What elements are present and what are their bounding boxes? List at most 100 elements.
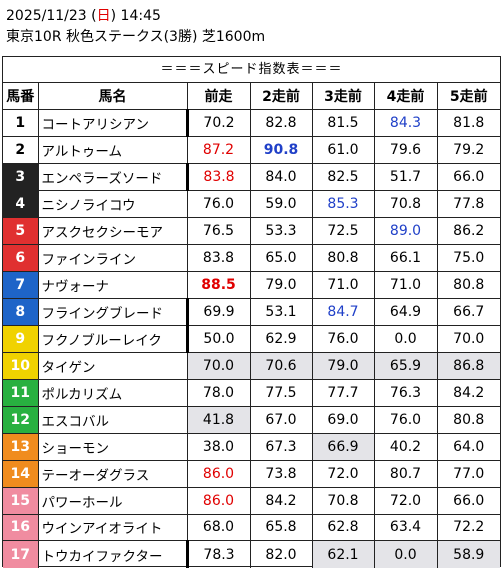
table-row: 3 エンペラーズソード 83.8 84.0 82.5 51.7 66.0 [3, 163, 500, 192]
race-day-of-week: 日 [96, 8, 111, 24]
horse-number: 16 [3, 513, 39, 542]
horse-name: コートアリシアン [37, 109, 189, 138]
speed-index-cell: 62.1 [311, 540, 375, 568]
speed-index-cell: 84.2 [436, 378, 500, 407]
speed-index-cell: 77.7 [311, 378, 375, 407]
col-header-last-race: 前走 [186, 83, 251, 111]
speed-index-cell: 84.7 [311, 298, 375, 326]
speed-index-cell: 64.0 [436, 432, 500, 461]
table-row: 15 パワーホール 86.0 84.2 70.8 72.0 66.0 [3, 486, 500, 515]
table-header-row: 馬番 馬名 前走 2走前 3走前 4走前 5走前 [3, 83, 500, 111]
speed-index-cell: 0.0 [373, 324, 438, 353]
speed-index-cell: 82.0 [249, 540, 313, 568]
speed-index-cell: 84.0 [249, 163, 313, 192]
speed-index-cell: 65.0 [249, 244, 313, 273]
speed-index-cell: 82.8 [249, 109, 313, 138]
table-row: 1 コートアリシアン 70.2 82.8 81.5 84.3 81.8 [3, 109, 500, 138]
speed-index-cell: 76.0 [311, 324, 375, 353]
horse-name: ファインライン [37, 244, 188, 273]
table-row: 4 ニシノライコウ 76.0 59.0 85.3 70.8 77.8 [3, 190, 500, 219]
speed-index-cell: 90.8 [249, 136, 313, 165]
speed-index-cell: 83.8 [186, 163, 251, 192]
horse-name: アスクセクシーモア [37, 217, 188, 246]
speed-index-cell: 86.0 [186, 459, 251, 488]
speed-index-cell: 78.3 [186, 540, 251, 568]
table-row: 5 アスクセクシーモア 76.5 53.3 72.5 89.0 86.2 [3, 217, 500, 246]
horse-name: ショーモン [37, 432, 188, 461]
horse-name: フクノブルーレイク [37, 324, 189, 353]
speed-index-cell: 63.4 [373, 513, 438, 542]
horse-number: 6 [3, 244, 39, 273]
horse-number: 13 [3, 432, 39, 461]
speed-index-cell: 83.8 [186, 244, 251, 273]
table-row: 14 テーオーダグラス 86.0 73.8 72.0 80.7 77.0 [3, 459, 500, 488]
speed-index-cell: 73.8 [249, 459, 313, 488]
speed-index-cell: 66.9 [311, 432, 375, 461]
speed-index-cell: 70.0 [186, 351, 251, 380]
speed-index-cell: 58.9 [436, 540, 500, 568]
table-row: 8 フライングブレード 69.9 53.1 84.7 64.9 66.7 [3, 298, 500, 326]
speed-index-cell: 84.2 [249, 486, 313, 515]
horse-number: 1 [3, 109, 39, 138]
speed-index-cell: 86.2 [436, 217, 500, 246]
table-row: 13 ショーモン 38.0 67.3 66.9 40.2 64.0 [3, 432, 500, 461]
speed-index-cell: 40.2 [373, 432, 438, 461]
horse-number: 17 [3, 540, 39, 568]
speed-index-cell: 86.0 [186, 486, 251, 515]
horse-number: 10 [3, 351, 39, 380]
race-header: 2025/11/23 (日) 14:45 東京10R 秋色ステークス(3勝) 芝… [6, 6, 265, 48]
speed-index-cell: 70.8 [311, 486, 375, 515]
speed-index-cell: 51.7 [373, 163, 438, 192]
speed-index-cell: 72.2 [436, 513, 500, 542]
table-row: 16 ウインアイオライト 68.0 65.8 62.8 63.4 72.2 [3, 513, 500, 542]
speed-index-cell: 79.2 [436, 136, 500, 165]
speed-index-cell: 89.0 [373, 217, 438, 246]
horse-name: ニシノライコウ [37, 190, 188, 219]
col-header-5-races-ago: 5走前 [436, 83, 500, 111]
horse-name: タイゲン [37, 351, 188, 380]
speed-index-cell: 85.3 [311, 190, 375, 219]
race-date: 2025/11/23 [6, 8, 87, 24]
speed-index-cell: 72.0 [373, 486, 438, 515]
col-header-2-races-ago: 2走前 [249, 83, 313, 111]
horse-number: 4 [3, 190, 39, 219]
speed-index-cell: 88.5 [186, 271, 251, 299]
horse-name: パワーホール [37, 486, 188, 515]
speed-index-cell: 80.8 [436, 271, 500, 299]
speed-index-cell: 86.8 [436, 351, 500, 380]
table-row: 7 ナヴォーナ 88.5 79.0 71.0 71.0 80.8 [3, 271, 500, 299]
speed-index-panel: ＝＝＝スピード指数表＝＝＝ 馬番 馬名 前走 2走前 3走前 4走前 5走前 1… [2, 56, 501, 568]
speed-index-cell: 65.9 [373, 351, 438, 380]
horse-name: エスコバル [37, 405, 188, 434]
horse-number: 11 [3, 378, 39, 407]
speed-index-cell: 77.5 [249, 378, 313, 407]
speed-index-cell: 53.1 [249, 298, 313, 326]
speed-index-cell: 66.1 [373, 244, 438, 273]
speed-index-cell: 81.8 [436, 109, 500, 138]
speed-index-cell: 79.0 [311, 351, 375, 380]
col-header-number: 馬番 [3, 83, 39, 111]
speed-index-cell: 53.3 [249, 217, 313, 246]
race-dow-close: ) [110, 8, 117, 24]
table-row: 17 トウカイファクター 78.3 82.0 62.1 0.0 58.9 [3, 540, 500, 568]
speed-index-cell: 78.0 [186, 378, 251, 407]
horse-number: 2 [3, 136, 39, 165]
horse-number: 14 [3, 459, 39, 488]
speed-index-cell: 79.0 [249, 271, 313, 299]
race-datetime: 2025/11/23 (日) 14:45 [6, 6, 265, 27]
horse-name: トウカイファクター [37, 540, 189, 568]
speed-index-cell: 77.0 [436, 459, 500, 488]
speed-index-table: 馬番 馬名 前走 2走前 3走前 4走前 5走前 1 コートアリシアン 70.2 82… [3, 83, 500, 568]
speed-index-cell: 50.0 [186, 324, 251, 353]
speed-index-cell: 80.8 [311, 244, 375, 273]
speed-index-cell: 59.0 [249, 190, 313, 219]
speed-index-cell: 81.5 [311, 109, 375, 138]
table-row: 9 フクノブルーレイク 50.0 62.9 76.0 0.0 70.0 [3, 324, 500, 353]
speed-index-cell: 72.5 [311, 217, 375, 246]
table-row: 2 アルトゥーム 87.2 90.8 61.0 79.6 79.2 [3, 136, 500, 165]
col-header-3-races-ago: 3走前 [311, 83, 375, 111]
table-row: 11 ポルカリズム 78.0 77.5 77.7 76.3 84.2 [3, 378, 500, 407]
speed-index-cell: 66.0 [436, 163, 500, 192]
speed-index-cell: 64.9 [373, 298, 438, 326]
speed-index-cell: 0.0 [373, 540, 438, 568]
